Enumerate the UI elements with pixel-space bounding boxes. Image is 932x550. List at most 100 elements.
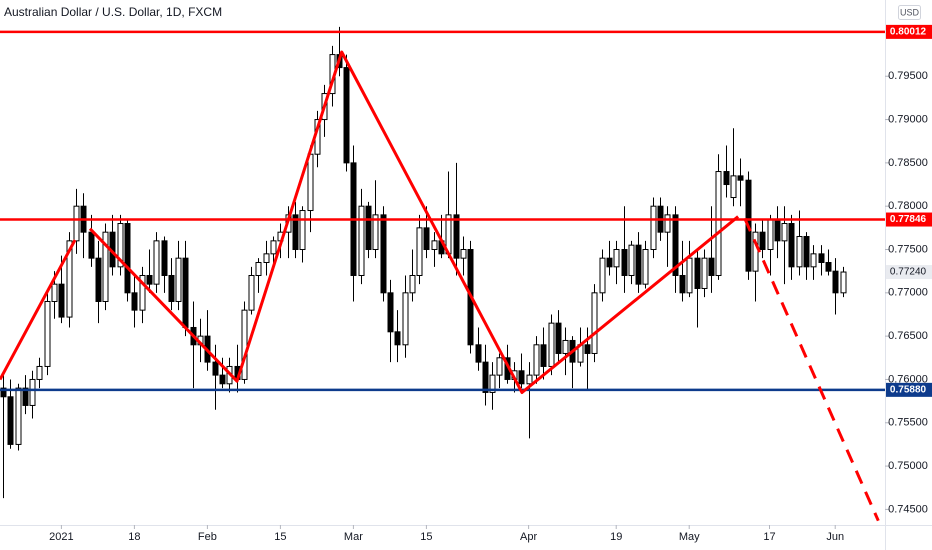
candle-body (44, 300, 51, 367)
candle-body (540, 344, 547, 367)
y-tick-label: 0.76000 (888, 373, 928, 385)
candle-body (810, 253, 817, 268)
candle-body (58, 283, 65, 318)
y-tick-label: 0.78000 (888, 200, 928, 212)
candle-body (825, 262, 832, 272)
candle-body (124, 223, 131, 294)
candle-body (555, 322, 562, 354)
candle-body (51, 283, 58, 302)
trend-line (0, 239, 77, 381)
y-tick-label: 0.79000 (888, 113, 928, 125)
candle-body (584, 344, 591, 354)
x-tick-label: Feb (198, 531, 217, 543)
level-label: 0.75880 (890, 384, 927, 395)
candle-body (759, 231, 766, 251)
y-tick-label: 0.77000 (888, 287, 928, 299)
candle-body (475, 344, 482, 363)
x-tick-label: 17 (763, 531, 775, 543)
candle-body (840, 271, 847, 294)
trend-line (88, 50, 740, 394)
x-tick-label: Mar (344, 531, 363, 543)
candle-body (767, 218, 774, 251)
candle-body (0, 387, 7, 398)
candle-body (153, 240, 160, 285)
x-tick-label: 15 (420, 531, 432, 543)
x-tick-label: Jun (826, 531, 844, 543)
candle-body (270, 240, 277, 255)
candle-body (730, 175, 737, 199)
last-price-label: 0.77240 (890, 267, 927, 278)
candle-body (562, 339, 569, 354)
x-tick-label: Apr (520, 531, 537, 543)
candle-body (708, 257, 715, 276)
candle-body (715, 171, 722, 276)
candle-body (372, 214, 379, 251)
candle-body (402, 292, 409, 346)
candle-body (161, 240, 168, 276)
candle-body (394, 331, 401, 346)
candle-body (489, 374, 496, 393)
candle-body (694, 257, 701, 289)
candle-body (679, 274, 686, 294)
x-tick-label: 19 (610, 531, 622, 543)
candle-body (212, 361, 219, 376)
candle-body (723, 171, 730, 186)
candle-body (88, 231, 95, 259)
candle-body (66, 240, 73, 318)
candle-body (642, 249, 649, 285)
candle-body (168, 274, 175, 302)
candle-body (263, 253, 270, 264)
candle-body (752, 231, 759, 272)
candle-body (95, 257, 102, 302)
candle-body (788, 223, 795, 268)
candle-body (774, 218, 781, 242)
candle-body (248, 274, 255, 311)
candle-body (599, 257, 606, 294)
candle-body (781, 223, 788, 242)
candle-body (343, 67, 350, 164)
candle-body (219, 374, 226, 385)
y-tick-label: 0.79500 (888, 70, 928, 82)
candle-body (518, 370, 525, 385)
candle-body (409, 274, 416, 294)
y-tick-label: 0.75500 (888, 417, 928, 429)
level-label-box (886, 24, 932, 39)
candle-body (175, 257, 182, 302)
candle-body (423, 227, 430, 251)
candle-body (803, 236, 810, 268)
candle-body (102, 231, 109, 302)
trend-line (743, 217, 880, 522)
candle-body (635, 244, 642, 285)
candle-body (628, 244, 635, 276)
candle-body (533, 344, 540, 376)
candle-body (358, 205, 365, 276)
candle-body (664, 214, 671, 233)
candle-body (387, 292, 394, 333)
y-tick-label: 0.75000 (888, 460, 928, 472)
candle-body (621, 249, 628, 276)
candle-body (431, 240, 438, 251)
x-tick-label: May (679, 531, 700, 543)
candle-body (686, 257, 693, 294)
candle-body (701, 257, 708, 289)
candle-body (241, 309, 248, 380)
currency[interactable]: USD (900, 7, 920, 17)
currency-box[interactable] (898, 5, 921, 20)
candle-body (460, 249, 467, 259)
candle-body (139, 274, 146, 311)
level-label: 0.80012 (890, 27, 927, 38)
candle-body (796, 236, 803, 268)
candle-body (15, 387, 22, 445)
candle-body (307, 153, 314, 212)
candle-body (737, 175, 744, 181)
last-price-box (886, 265, 932, 280)
candle-body (453, 214, 460, 259)
candle-body (131, 292, 138, 311)
y-tick-label: 0.76500 (888, 330, 928, 342)
candle-body (832, 270, 839, 294)
y-tick-label: 0.78500 (888, 157, 928, 169)
candle-body (650, 205, 657, 251)
candle-body (182, 257, 189, 328)
candle-body (548, 322, 555, 367)
